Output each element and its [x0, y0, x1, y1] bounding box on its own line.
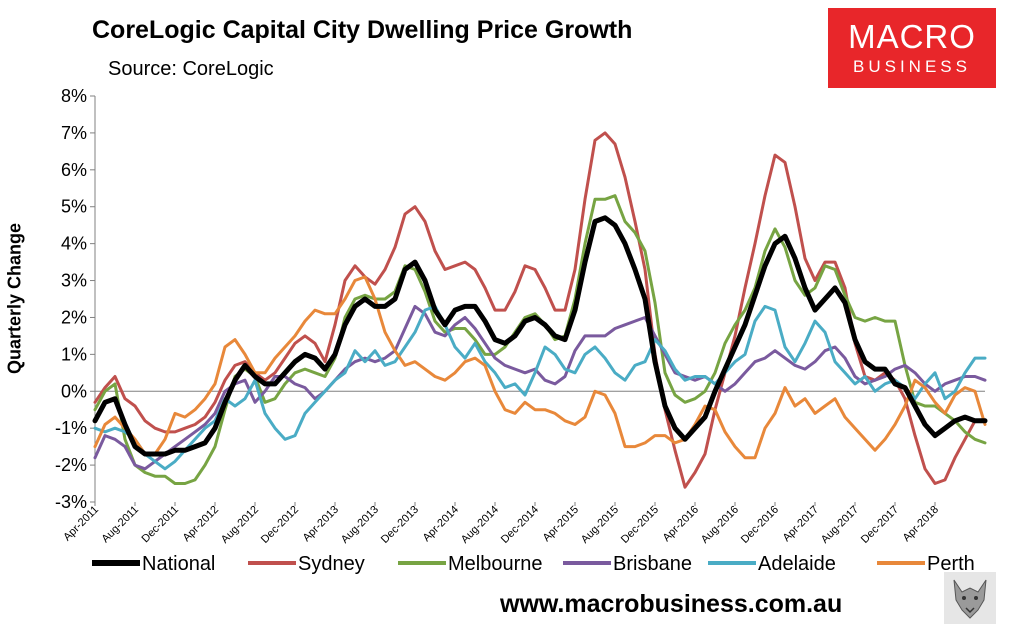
x-tick-label: Dec-2017 — [859, 504, 901, 546]
x-tick-label: Dec-2011 — [139, 504, 181, 546]
x-tick-label: Apr-2017 — [781, 504, 821, 544]
legend-label-brisbane: Brisbane — [613, 553, 692, 575]
x-tick-label: Dec-2015 — [619, 504, 661, 546]
x-tick-label: Aug-2017 — [819, 504, 861, 546]
x-tick-label: Aug-2014 — [459, 504, 501, 546]
legend-label-perth: Perth — [927, 553, 975, 575]
legend-label-adelaide: Adelaide — [758, 553, 836, 575]
series-line-national — [92, 215, 988, 457]
x-tick-label: Apr-2015 — [541, 504, 581, 544]
y-tick-label: 5% — [61, 197, 87, 217]
y-tick-label: 4% — [61, 234, 87, 254]
y-tick-label: 3% — [61, 271, 87, 291]
series-line-perth — [93, 275, 987, 460]
x-tick-label: Dec-2013 — [379, 504, 421, 546]
y-tick-label: 7% — [61, 123, 87, 143]
legend-label-melbourne: Melbourne — [448, 553, 543, 575]
wolf-logo-icon — [944, 572, 996, 624]
x-tick-label: Aug-2013 — [339, 504, 381, 546]
series-line-adelaide — [93, 304, 987, 471]
legend-label-sydney: Sydney — [298, 553, 365, 575]
x-tick-label: Aug-2015 — [579, 504, 621, 546]
website-url[interactable]: www.macrobusiness.com.au — [500, 590, 843, 618]
chart-title: CoreLogic Capital City Dwelling Price Gr… — [92, 16, 633, 44]
x-tick-label: Apr-2012 — [181, 504, 221, 544]
logo-line-2: BUSINESS — [853, 57, 971, 76]
x-tick-label: Aug-2016 — [699, 504, 741, 546]
x-tick-label: Dec-2014 — [499, 504, 541, 546]
y-tick-label: 8% — [61, 86, 87, 106]
legend-label-national: National — [142, 553, 215, 575]
y-tick-label: -1% — [55, 418, 87, 438]
series-line-sydney — [93, 131, 987, 489]
x-tick-label: Dec-2016 — [739, 504, 781, 546]
y-tick-label: -2% — [55, 455, 87, 475]
x-tick-label: Apr-2016 — [661, 504, 701, 544]
x-tick-label: Aug-2011 — [99, 504, 141, 546]
y-tick-label: 6% — [61, 160, 87, 180]
y-tick-label: 2% — [61, 307, 87, 327]
y-tick-label: 0% — [61, 381, 87, 401]
x-tick-label: Aug-2012 — [219, 504, 261, 546]
source-label: Source: CoreLogic — [108, 58, 274, 80]
macrobusiness-logo: MACRO BUSINESS — [828, 8, 996, 88]
x-tick-label: Apr-2013 — [301, 504, 341, 544]
logo-line-1: MACRO — [848, 18, 976, 55]
x-tick-label: Dec-2012 — [259, 504, 301, 546]
x-tick-label: Apr-2018 — [901, 504, 941, 544]
y-tick-label: 1% — [61, 344, 87, 364]
series-line-brisbane — [93, 304, 987, 471]
y-tick-label: -3% — [55, 492, 87, 512]
x-tick-label: Apr-2014 — [421, 504, 461, 544]
series-line-melbourne — [93, 194, 987, 485]
